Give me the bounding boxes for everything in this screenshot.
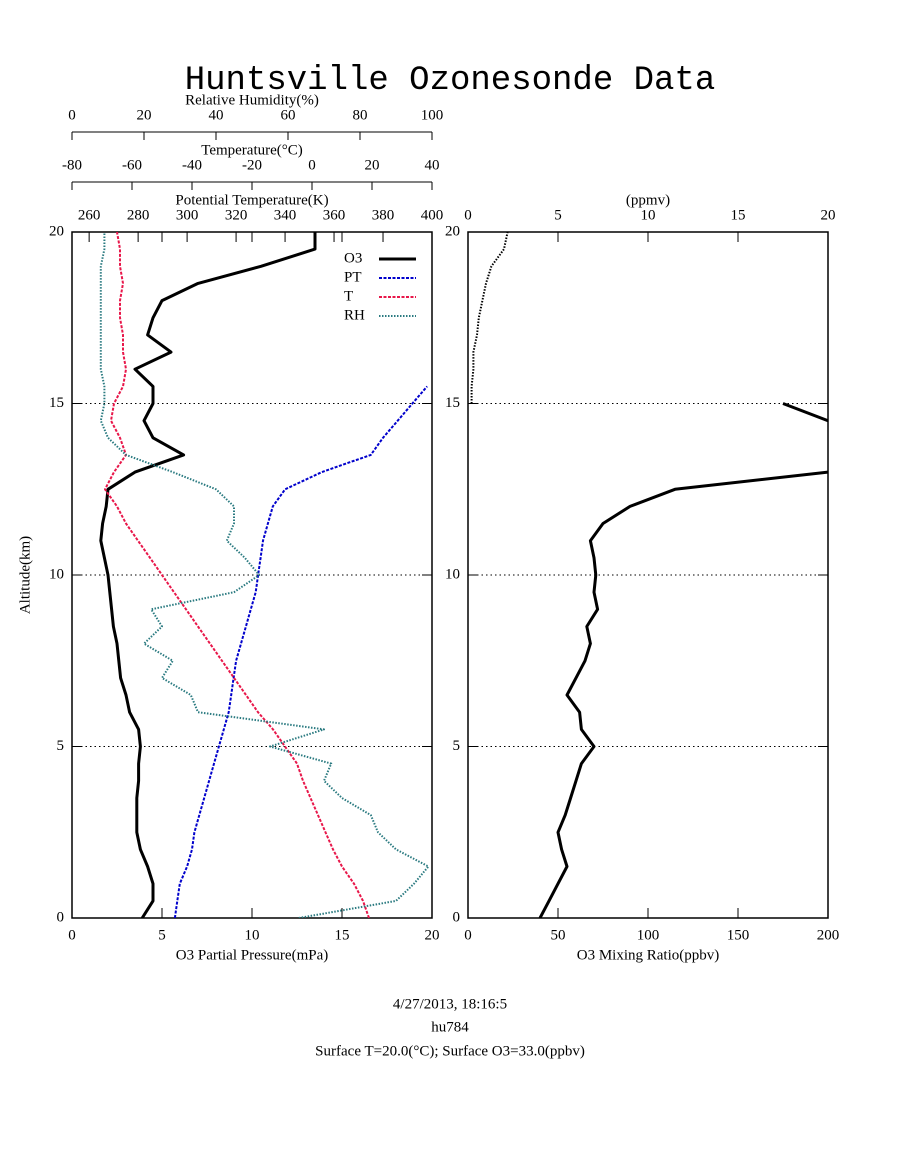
x-tick-label: 20 bbox=[365, 157, 380, 173]
x-tick-label: 50 bbox=[551, 927, 566, 943]
x-tick-label: 60 bbox=[281, 107, 296, 123]
y-tick-label: 20 bbox=[49, 223, 64, 239]
x-tick-label: -80 bbox=[62, 157, 82, 173]
x-tick-label: 100 bbox=[637, 927, 660, 943]
x-tick-label: 80 bbox=[353, 107, 368, 123]
x-tick-label: 320 bbox=[225, 207, 248, 223]
x-tick-label: 300 bbox=[176, 207, 199, 223]
x-tick-label: 340 bbox=[274, 207, 297, 223]
x-tick-label: 5 bbox=[554, 207, 562, 223]
x-tick-label: 0 bbox=[464, 207, 472, 223]
series-line bbox=[104, 232, 370, 918]
x-tick-label: 260 bbox=[78, 207, 101, 223]
x-tick-label: -20 bbox=[242, 157, 262, 173]
footer-date: 4/27/2013, 18:16:5 bbox=[393, 996, 507, 1012]
x-tick-label: 100 bbox=[421, 107, 444, 123]
footer-surface: Surface T=20.0(°C); Surface O3=33.0(ppbv… bbox=[315, 1043, 585, 1059]
x-tick-label: -60 bbox=[122, 157, 142, 173]
x-axis-label: Potential Temperature(K) bbox=[175, 192, 328, 208]
x-tick-label: 360 bbox=[323, 207, 346, 223]
series-line bbox=[99, 232, 430, 918]
plot-frame bbox=[467, 231, 829, 919]
x-axis-label: (ppmv) bbox=[626, 192, 670, 208]
x-tick-label: 200 bbox=[817, 927, 840, 943]
legend-label: PT bbox=[344, 269, 362, 285]
page-title: Huntsville Ozonesonde Data bbox=[185, 62, 716, 100]
x-tick-label: 20 bbox=[425, 927, 440, 943]
x-tick-label: 0 bbox=[464, 927, 472, 943]
x-tick-label: 5 bbox=[158, 927, 166, 943]
legend-label: O3 bbox=[344, 250, 362, 266]
series-line bbox=[173, 385, 428, 918]
x-tick-label: 150 bbox=[727, 927, 750, 943]
x-tick-label: 0 bbox=[308, 157, 316, 173]
plot-frame bbox=[71, 231, 433, 919]
x-axis-label: O3 Mixing Ratio(ppbv) bbox=[577, 947, 720, 963]
y-tick-label: 0 bbox=[453, 909, 461, 925]
x-tick-label: 40 bbox=[425, 157, 440, 173]
series-line bbox=[538, 402, 828, 918]
x-tick-label: 20 bbox=[821, 207, 836, 223]
x-tick-label: 10 bbox=[245, 927, 260, 943]
series-line bbox=[99, 232, 317, 918]
x-tick-label: 15 bbox=[731, 207, 746, 223]
y-tick-label: 5 bbox=[57, 738, 65, 754]
legend-label: T bbox=[344, 288, 353, 304]
x-tick-label: -40 bbox=[182, 157, 202, 173]
x-tick-label: 0 bbox=[68, 107, 76, 123]
x-tick-label: 40 bbox=[209, 107, 224, 123]
x-tick-label: 400 bbox=[421, 207, 444, 223]
y-tick-label: 10 bbox=[49, 566, 64, 582]
x-axis-label: Relative Humidity(%) bbox=[185, 92, 319, 108]
x-tick-label: 380 bbox=[372, 207, 395, 223]
footer-id: hu784 bbox=[431, 1019, 469, 1035]
y-tick-label: 5 bbox=[453, 738, 461, 754]
x-tick-label: 0 bbox=[68, 927, 76, 943]
x-tick-label: 15 bbox=[335, 927, 350, 943]
y-tick-label: 0 bbox=[57, 909, 65, 925]
y-tick-label: 20 bbox=[445, 223, 460, 239]
y-tick-label: 15 bbox=[445, 395, 460, 411]
legend-label: RH bbox=[344, 307, 365, 323]
series-line bbox=[470, 232, 509, 404]
x-tick-label: 280 bbox=[127, 207, 150, 223]
y-axis-label: Altitude(km) bbox=[17, 536, 33, 614]
y-tick-label: 10 bbox=[445, 566, 460, 582]
x-tick-label: 10 bbox=[641, 207, 656, 223]
x-tick-label: 20 bbox=[137, 107, 152, 123]
x-axis-label: Temperature(°C) bbox=[201, 142, 303, 158]
x-axis-label: O3 Partial Pressure(mPa) bbox=[176, 947, 328, 963]
y-tick-label: 15 bbox=[49, 395, 64, 411]
